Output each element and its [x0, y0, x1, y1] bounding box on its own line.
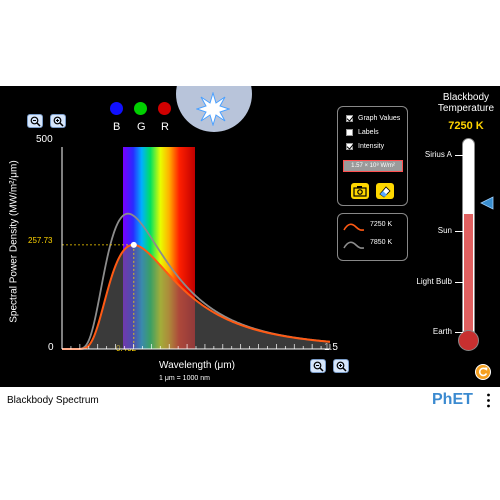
options-panel: Graph Values Labels Intensity 1.57 × 10⁸… [337, 106, 408, 206]
curve-7250-K [62, 243, 331, 350]
temperature-readout: 7250 K [448, 120, 484, 132]
checkbox-checked-icon [346, 115, 353, 122]
zoom-out-icon [30, 116, 41, 127]
peak-value-label: 257.73 [28, 236, 53, 245]
reset-all-button[interactable] [475, 364, 491, 380]
spectrum-graph [61, 147, 331, 350]
legend-panel: 7250 K 7850 K [337, 213, 408, 261]
blue-indicator [110, 102, 123, 115]
app-title: Blackbody Spectrum [7, 395, 99, 406]
tick-sun [455, 231, 463, 232]
mark-sirius-a: Sirius A [424, 150, 452, 159]
intensity-label: Intensity [358, 143, 385, 150]
unit-note: 1 μm = 1000 nm [159, 375, 210, 382]
blue-label: B [113, 121, 121, 133]
mark-light-bulb: Light Bulb [416, 277, 452, 286]
x-max-label: 1.5 [324, 342, 338, 353]
mark-earth: Earth [432, 327, 452, 336]
menu-button[interactable] [487, 393, 490, 408]
navigation-bar: Blackbody Spectrum PhET [0, 387, 500, 414]
x-axis-title: Wavelength (μm) [159, 360, 235, 371]
red-label: R [161, 121, 169, 133]
zoom-out-icon [313, 361, 324, 372]
y-max-label: 500 [36, 134, 53, 145]
thermometer-bulb [458, 330, 479, 351]
green-indicator [134, 102, 147, 115]
x-zoom-in-button[interactable] [333, 359, 349, 373]
mark-sun: Sun [437, 226, 452, 235]
zoom-in-icon [53, 116, 64, 127]
snapshot-button[interactable] [351, 183, 369, 199]
graph-values-label: Graph Values [358, 115, 401, 122]
intensity-checkbox[interactable]: Intensity [346, 143, 384, 150]
reset-icon [478, 367, 488, 377]
legend-line-7850 [343, 241, 365, 249]
tick-light-bulb [455, 282, 463, 283]
thermometer-title-line1: Blackbody [442, 92, 490, 103]
x-zoom-out-button[interactable] [310, 359, 326, 373]
legend-label-7850: 7850 K [370, 239, 393, 246]
phet-logo[interactable]: PhET [432, 391, 473, 408]
y-zoom-out-button[interactable] [27, 114, 43, 128]
graph-values-checkbox[interactable]: Graph Values [346, 115, 400, 122]
tick-earth [455, 332, 463, 333]
checkbox-checked-icon [346, 143, 353, 150]
thermometer-tube [462, 138, 475, 338]
thermometer-title-line2: Temperature [437, 103, 495, 114]
temperature-slider-thumb[interactable] [480, 196, 494, 210]
thermometer-title: Blackbody Temperature [430, 92, 500, 114]
y-zoom-in-button[interactable] [50, 114, 66, 128]
checkbox-unchecked-icon [346, 129, 353, 136]
star-icon [196, 92, 230, 126]
green-label: G [137, 121, 146, 133]
labels-label: Labels [358, 129, 379, 136]
eraser-button[interactable] [376, 183, 394, 199]
thermometer-fill [464, 214, 473, 337]
eraser-icon [379, 186, 391, 198]
intensity-readout: 1.57 × 10⁸ W/m² [343, 160, 403, 172]
camera-icon [353, 186, 367, 197]
peak-marker[interactable] [130, 241, 137, 248]
area-7250-K [62, 244, 330, 349]
simulation-area: B G R 500 0 257.73 0.402 1.5 Spectral Po… [0, 86, 500, 387]
legend-label-7250: 7250 K [370, 221, 393, 228]
labels-checkbox[interactable]: Labels [346, 129, 379, 136]
zoom-in-icon [336, 361, 347, 372]
kebab-menu-icon [487, 393, 490, 408]
x-zero-label: 0 [48, 342, 54, 353]
tick-sirius [455, 155, 463, 156]
red-indicator [158, 102, 171, 115]
legend-line-7250 [343, 223, 365, 231]
